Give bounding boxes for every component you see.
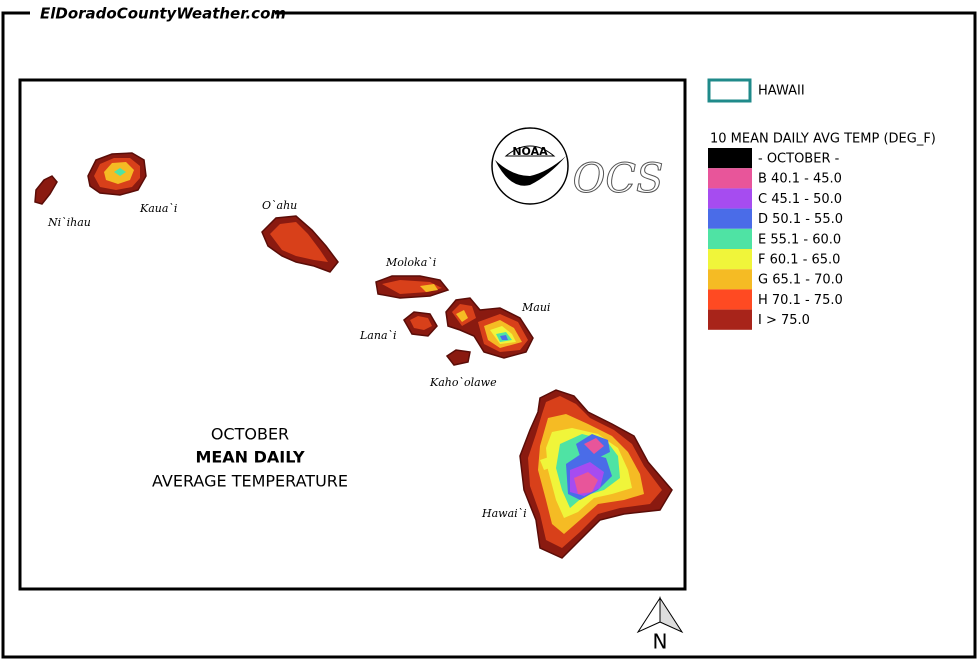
outer-frame: [1, 11, 977, 659]
north-label: N: [653, 630, 668, 654]
island-label: O`ahu: [262, 199, 297, 212]
legend-title: 10 MEAN DAILY AVG TEMP (DEG_F): [710, 132, 936, 147]
legend-swatch: [708, 148, 752, 169]
island-label: Kaua`i: [139, 202, 177, 215]
legend-swatch: [708, 249, 752, 270]
legend-label: F 60.1 - 65.0: [758, 253, 840, 268]
legend-label: G 65.1 - 70.0: [758, 273, 843, 288]
legend-swatch: [708, 188, 752, 209]
legend-swatch: [708, 289, 752, 310]
legend-label: E 55.1 - 60.0: [758, 232, 841, 247]
legend-label: I > 75.0: [758, 313, 810, 328]
legend-swatch: [708, 168, 752, 189]
map-title: MEAN DAILY: [195, 448, 305, 467]
ocs-text: OCS: [573, 156, 664, 202]
noaa-logo: NOAA OCS: [491, 127, 664, 205]
legend-label: B 40.1 - 45.0: [758, 172, 842, 187]
island-label: Ni`ihau: [47, 216, 91, 229]
title-bg: [30, 2, 275, 26]
map-title: OCTOBER: [211, 425, 289, 444]
map-title: AVERAGE TEMPERATURE: [152, 472, 348, 491]
legend-label: - OCTOBER -: [758, 152, 840, 167]
island-label: Moloka`i: [385, 256, 436, 269]
island-label: Hawai`i: [481, 507, 527, 520]
islands: [34, 152, 673, 559]
legend-label: H 70.1 - 75.0: [758, 293, 843, 308]
island-label: Lana`i: [359, 329, 397, 342]
legend-swatch: [708, 208, 752, 229]
boundary-label: HAWAII: [758, 84, 805, 99]
site-title: ElDoradoCountyWeather.com: [40, 5, 286, 23]
noaa-text: NOAA: [512, 145, 548, 158]
island-label: Kaho`olawe: [429, 376, 497, 389]
boundary-swatch: [707, 78, 752, 103]
legend-swatch: [708, 228, 752, 249]
legend-swatch: [708, 269, 752, 290]
north-arrow: N: [636, 596, 684, 654]
legend-swatch: [708, 309, 752, 330]
legend-label: D 50.1 - 55.0: [758, 212, 843, 227]
island-label: Maui: [521, 301, 550, 314]
legend-label: C 45.1 - 50.0: [758, 192, 842, 207]
